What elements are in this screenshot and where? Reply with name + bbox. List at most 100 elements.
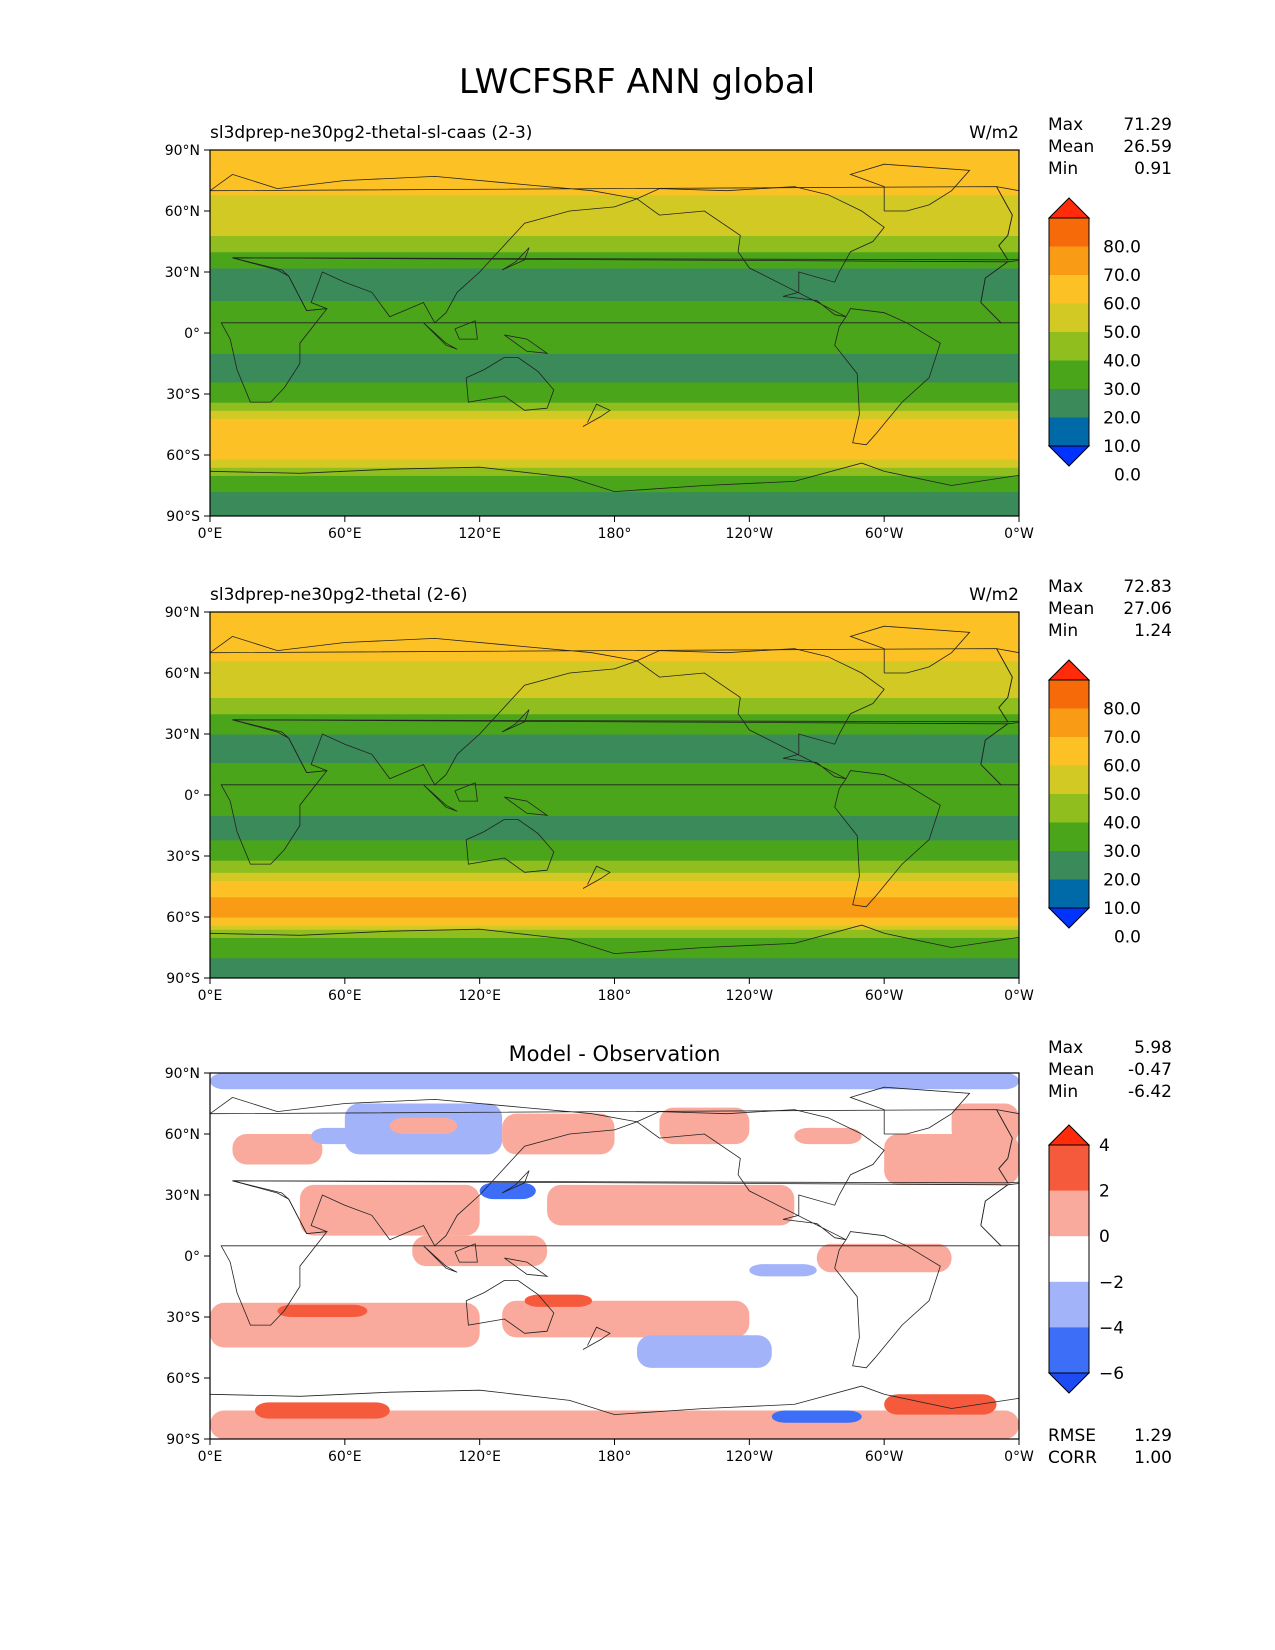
x-tick-label: 60°E xyxy=(328,1449,362,1465)
stat-label: Max xyxy=(1048,577,1083,597)
x-tick-label: 120°W xyxy=(726,526,774,542)
contour-band xyxy=(210,389,1019,395)
contour-band xyxy=(210,803,1019,808)
contour-band xyxy=(210,823,1019,829)
contour-band xyxy=(210,491,1019,497)
stat-value: 5.98 xyxy=(1134,1038,1172,1058)
contour-band xyxy=(210,668,1019,674)
colorbar-band xyxy=(1049,360,1089,390)
contour-patch xyxy=(210,1302,480,1348)
contour-band xyxy=(210,239,1019,245)
contour-band xyxy=(210,276,1019,281)
colorbar-tick-label: 80.0 xyxy=(1103,238,1141,258)
colorbar-band xyxy=(1049,822,1089,852)
colorbar-band xyxy=(1049,851,1089,880)
contour-band xyxy=(210,219,1019,224)
contour-band xyxy=(210,941,1019,947)
contour-band xyxy=(210,896,1019,902)
stat-label: Mean xyxy=(1048,1060,1094,1080)
colorbar-tick-label: 60.0 xyxy=(1103,295,1141,315)
colorbar-extend-max xyxy=(1047,197,1091,219)
contour-patch xyxy=(726,1422,907,1439)
coastline xyxy=(834,770,941,908)
contour-band xyxy=(210,471,1019,476)
colorbar-extend-max xyxy=(1047,1124,1091,1146)
y-tick-label: 0° xyxy=(184,788,200,804)
coastline xyxy=(454,782,478,802)
contour-patch xyxy=(502,1113,615,1155)
contour-band xyxy=(210,251,1019,257)
contour-band xyxy=(210,450,1019,456)
stat-value: -0.47 xyxy=(1128,1060,1172,1080)
stat-label: Min xyxy=(1048,1082,1078,1102)
contour-patch xyxy=(771,1410,862,1423)
contour-band xyxy=(210,190,1019,196)
colorbar-tick-label: 0.0 xyxy=(1114,928,1141,948)
contour-patch xyxy=(254,1402,390,1419)
coastline xyxy=(454,1243,478,1263)
coastline xyxy=(504,334,549,354)
contour-band xyxy=(210,438,1019,444)
contour-band xyxy=(210,795,1019,800)
contour-band xyxy=(210,827,1019,833)
y-tick-label: 60°N xyxy=(165,204,200,220)
x-tick-label: 0°E xyxy=(198,988,223,1004)
contour-band xyxy=(210,758,1019,764)
contour-band xyxy=(210,957,1019,963)
y-tick-label: 90°N xyxy=(165,1066,200,1082)
contour-band xyxy=(210,856,1019,861)
contour-patch xyxy=(659,1107,750,1145)
colorbar-band xyxy=(1049,879,1089,909)
contour-band xyxy=(210,398,1019,403)
contour-band xyxy=(210,487,1019,493)
contour-band xyxy=(210,418,1019,424)
coastline xyxy=(582,865,611,889)
contour-band xyxy=(210,211,1019,216)
contour-band xyxy=(210,357,1019,363)
coastline xyxy=(582,403,611,427)
contour-band xyxy=(210,664,1019,670)
y-tick-label: 30°S xyxy=(166,849,200,865)
contour-patch xyxy=(479,1182,536,1200)
x-tick-label: 0°W xyxy=(1004,988,1034,1004)
contour-band xyxy=(210,150,1019,155)
contour-band xyxy=(210,206,1019,212)
y-tick-label: 90°S xyxy=(166,1432,200,1448)
colorbar-band xyxy=(1049,389,1089,418)
colorbar-tick-label: 10.0 xyxy=(1103,437,1141,457)
stat-label: Max xyxy=(1048,115,1083,135)
coastline xyxy=(849,1086,971,1135)
contour-band xyxy=(210,851,1019,857)
y-tick-label: 60°S xyxy=(166,448,200,464)
colorbar-band xyxy=(1049,1327,1089,1374)
contour-patch xyxy=(884,1394,997,1415)
contour-band xyxy=(210,725,1019,731)
y-tick-label: 90°S xyxy=(166,971,200,987)
contour-band xyxy=(210,673,1019,678)
colorbar: 80.0 70.0 60.0 50.0 40.0 30.0 20.0 10.0 0.0 xyxy=(1047,197,1141,486)
contour-band xyxy=(210,247,1019,253)
stat-label: Max xyxy=(1048,1038,1083,1058)
colorbar-tick-label: −6 xyxy=(1099,1364,1124,1384)
contour-band xyxy=(210,961,1019,967)
panel-title-left: sl3dprep-ne30pg2-thetal-sl-caas (2-3) xyxy=(210,123,532,143)
panel-title-left: sl3dprep-ne30pg2-thetal (2-6) xyxy=(210,585,468,605)
coastline xyxy=(834,308,941,446)
contour-band xyxy=(210,685,1019,690)
contour-band xyxy=(210,835,1019,841)
contour-patch xyxy=(547,1184,795,1226)
y-tick-label: 60°S xyxy=(166,910,200,926)
stat-value: 1.24 xyxy=(1134,621,1172,641)
contour-band xyxy=(210,369,1019,375)
colorbar-tick-label: 50.0 xyxy=(1103,323,1141,343)
contour-band xyxy=(210,620,1019,625)
contour-band xyxy=(210,455,1019,460)
contour-band xyxy=(210,921,1019,926)
contour-band xyxy=(210,385,1019,391)
contour-band xyxy=(210,888,1019,894)
colorbar-tick-label: 20.0 xyxy=(1103,871,1141,891)
colorbar-band xyxy=(1049,1145,1089,1192)
colorbar-tick-label: 40.0 xyxy=(1103,814,1141,834)
coastline xyxy=(220,719,1010,865)
x-tick-label: 60°E xyxy=(328,988,362,1004)
